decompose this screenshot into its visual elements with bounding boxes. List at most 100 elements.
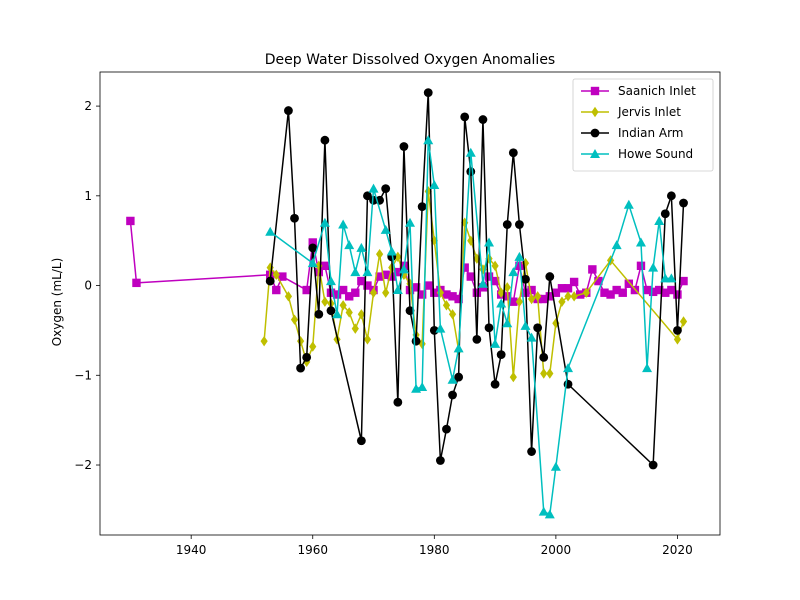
data-point xyxy=(260,335,268,347)
data-point xyxy=(363,281,372,290)
data-point xyxy=(648,460,658,470)
data-point xyxy=(679,276,688,286)
data-point xyxy=(473,253,481,264)
data-point xyxy=(569,277,579,287)
data-point xyxy=(132,278,141,288)
data-point xyxy=(611,240,622,250)
data-point xyxy=(345,292,354,301)
data-point xyxy=(368,183,379,193)
data-point xyxy=(509,371,517,383)
data-point xyxy=(534,291,542,302)
data-point xyxy=(558,296,566,307)
data-point xyxy=(527,447,536,456)
legend-label: Howe Sound xyxy=(618,147,693,161)
data-point xyxy=(326,306,336,316)
data-point xyxy=(448,390,457,400)
data-point xyxy=(411,336,421,346)
plot-area: 1940 1960 1980 2000 2020 −2 −1 0 1 2 xyxy=(74,71,721,557)
data-point xyxy=(660,209,670,219)
data-point xyxy=(472,334,482,344)
data-point xyxy=(550,461,561,471)
data-point xyxy=(430,288,439,297)
data-point xyxy=(319,217,330,227)
data-point xyxy=(654,215,665,225)
data-point xyxy=(679,316,688,327)
x-tick-label: 1960 xyxy=(297,543,328,557)
data-point xyxy=(375,272,384,281)
data-point xyxy=(454,372,464,382)
data-point xyxy=(496,298,507,308)
y-axis-label: Oxygen (mL/L) xyxy=(50,258,64,347)
data-point xyxy=(618,288,627,297)
data-point xyxy=(399,142,409,151)
data-point xyxy=(564,291,572,302)
legend-box xyxy=(572,78,714,172)
data-point xyxy=(339,300,347,311)
data-point xyxy=(381,270,390,279)
chart-title: Deep Water Dissolved Oxygen Anomalies xyxy=(265,52,555,68)
data-point xyxy=(563,284,573,293)
data-point xyxy=(417,202,427,211)
data-point xyxy=(126,216,135,226)
data-point xyxy=(309,341,317,352)
x-tick-label: 2000 xyxy=(541,543,572,557)
data-point xyxy=(382,287,390,298)
data-point xyxy=(357,309,365,320)
data-point xyxy=(332,290,342,299)
data-point xyxy=(435,323,446,333)
data-point xyxy=(552,318,560,329)
data-point xyxy=(325,276,336,286)
legend: Saanich Inlet Jervis Inlet Indian Arm Howe … xyxy=(572,78,714,172)
data-point xyxy=(265,226,276,236)
legend-label: Indian Arm xyxy=(618,126,684,140)
data-point xyxy=(320,135,330,145)
data-point xyxy=(362,267,373,277)
series-howe-sound xyxy=(265,135,677,519)
data-point xyxy=(484,323,494,333)
data-point xyxy=(387,272,396,281)
data-point xyxy=(351,288,360,297)
data-point xyxy=(460,263,469,272)
data-point xyxy=(296,363,305,373)
x-tick-label: 1980 xyxy=(419,543,450,557)
data-point xyxy=(508,148,518,158)
data-point xyxy=(467,235,475,246)
series-saanich-inlet xyxy=(126,216,688,306)
data-point xyxy=(673,334,682,345)
data-point xyxy=(356,436,366,446)
data-point xyxy=(582,287,590,298)
data-point xyxy=(357,276,366,286)
data-point xyxy=(509,297,518,306)
data-point xyxy=(393,267,403,277)
legend-entry: Howe Sound xyxy=(581,147,693,161)
data-point xyxy=(667,285,676,295)
legend-label: Saanich Inlet xyxy=(618,84,696,98)
data-point xyxy=(417,290,427,299)
axes-frame xyxy=(99,71,721,536)
data-point xyxy=(290,213,299,223)
data-point xyxy=(466,272,475,281)
data-point xyxy=(448,292,457,301)
data-point xyxy=(321,296,329,307)
data-point xyxy=(545,272,555,281)
data-point xyxy=(369,287,378,298)
data-point xyxy=(460,112,470,122)
data-point xyxy=(563,363,574,373)
data-point xyxy=(666,191,676,201)
data-point xyxy=(356,242,367,252)
data-point xyxy=(278,272,287,281)
data-point xyxy=(448,309,457,320)
data-point xyxy=(538,506,549,516)
data-point xyxy=(447,374,458,384)
data-point xyxy=(594,276,603,286)
data-point xyxy=(442,300,451,311)
data-point xyxy=(351,323,359,334)
data-point xyxy=(315,260,323,272)
legend-entry: Jervis Inlet xyxy=(581,105,681,119)
data-point xyxy=(307,258,318,268)
data-point xyxy=(502,318,513,328)
data-point xyxy=(484,272,494,281)
data-point xyxy=(466,167,476,176)
data-point xyxy=(386,246,397,256)
